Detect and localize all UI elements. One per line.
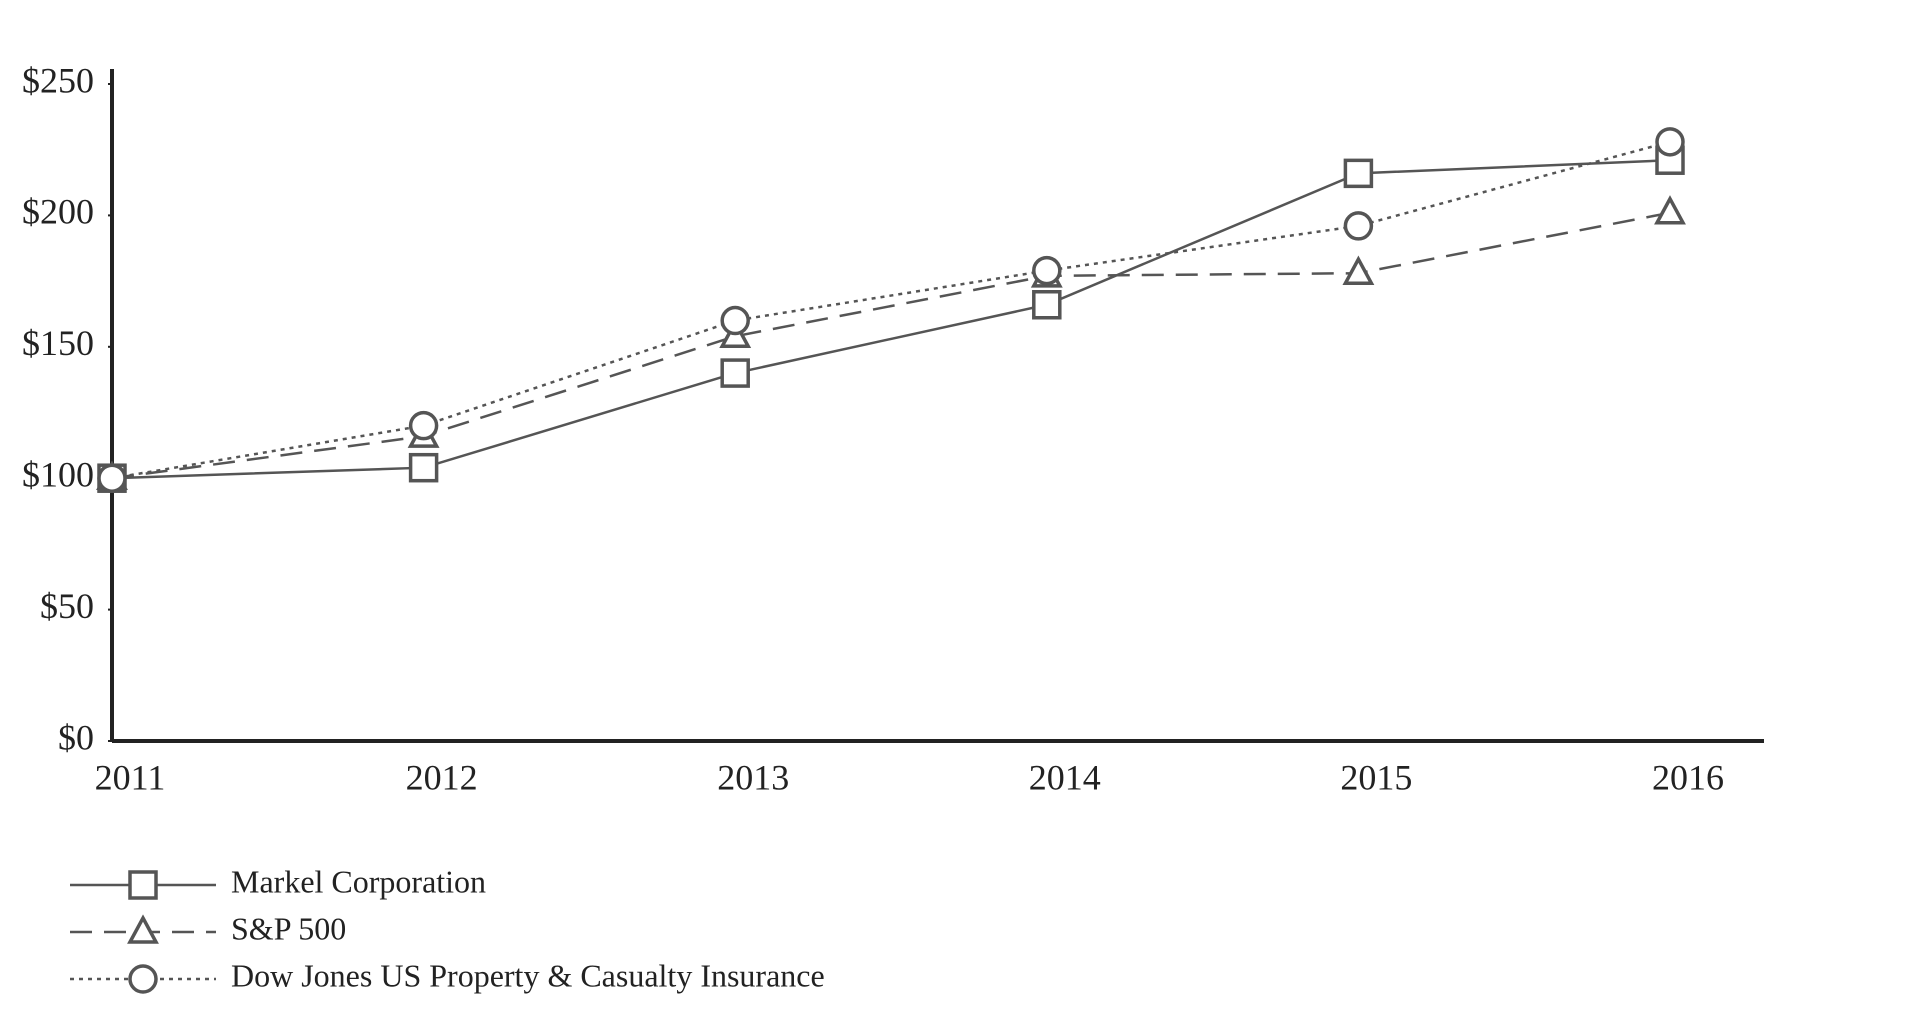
y-tick-label: $50 <box>40 586 94 626</box>
data-point <box>1343 211 1374 241</box>
y-tick-label: $250 <box>22 60 94 100</box>
data-point <box>1343 158 1374 189</box>
x-tick-label: 2011 <box>95 757 166 797</box>
data-point <box>1655 127 1685 157</box>
data-point <box>408 452 439 483</box>
x-tick-label: 2016 <box>1652 757 1724 797</box>
data-point <box>1032 255 1062 286</box>
x-tick-label: 2012 <box>406 757 478 797</box>
data-point <box>408 410 439 441</box>
data-point <box>720 305 750 336</box>
legend-marker <box>127 914 159 944</box>
legend-label: S&P 500 <box>231 910 346 946</box>
x-tick-label: 2014 <box>1029 757 1101 797</box>
legend: Markel Corporation S&P 500 Dow Jones US Pr… <box>70 863 825 994</box>
data-point <box>720 358 750 388</box>
y-tick-label: $100 <box>22 454 94 494</box>
data-point <box>1654 195 1686 225</box>
data-point <box>97 463 127 493</box>
x-tick-label: 2013 <box>717 757 789 797</box>
legend-marker <box>128 870 158 900</box>
y-tick-label: $0 <box>58 717 94 757</box>
series-line <box>111 158 1671 480</box>
legend-label: Markel Corporation <box>231 863 486 899</box>
data-point <box>1032 290 1062 320</box>
series-line <box>111 211 1671 480</box>
y-tick-label: $200 <box>22 192 94 232</box>
data-point <box>1342 255 1375 285</box>
legend-label: Dow Jones US Property & Casualty Insuran… <box>231 957 825 993</box>
legend-marker <box>128 964 158 994</box>
y-tick-label: $150 <box>22 323 94 363</box>
series-line <box>111 140 1671 480</box>
x-tick-label: 2015 <box>1340 757 1412 797</box>
